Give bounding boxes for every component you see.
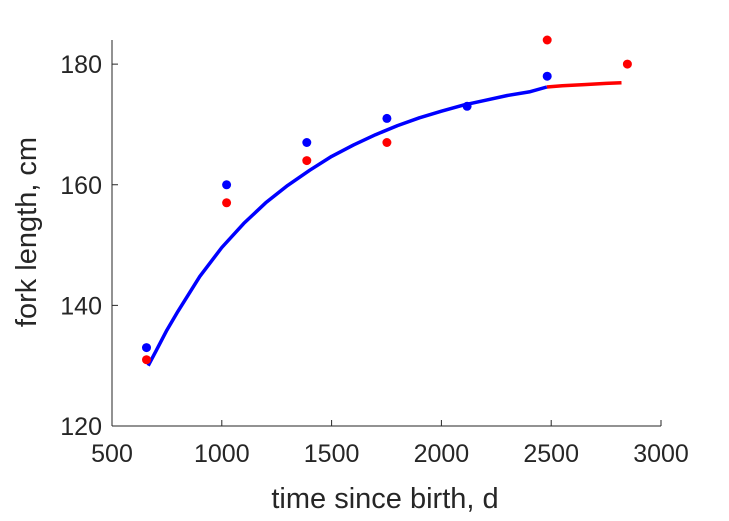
y-tick-label: 140 (60, 292, 102, 320)
data-point (302, 156, 312, 166)
data-point (302, 138, 312, 147)
y-axis-label: fork length, cm (11, 137, 43, 327)
data-point (542, 35, 552, 45)
y-tick-label: 160 (60, 172, 102, 200)
fit-line (546, 81, 622, 89)
data-point (142, 355, 151, 365)
axes: 500 1000 1500 2000 2500 3000 120 140 160 180 (60, 40, 689, 468)
x-tick-label: 3000 (633, 440, 689, 468)
x-tick-label: 1000 (194, 440, 250, 468)
y-tick-label: 180 (60, 51, 102, 79)
data-point (222, 180, 232, 190)
x-tick-label: 2500 (523, 440, 579, 468)
data-point (142, 343, 151, 353)
fit-line (146, 85, 548, 367)
data-point (462, 101, 472, 111)
x-tick-label: 2000 (414, 440, 470, 468)
data-point (622, 59, 632, 69)
data-point (542, 71, 552, 81)
data-point (382, 113, 392, 123)
y-tick-label: 120 (60, 413, 102, 441)
x-tick-label: 1500 (304, 440, 360, 468)
data-point (382, 138, 392, 147)
x-tick-label: 500 (91, 440, 133, 468)
data-points (142, 35, 632, 365)
fit-lines (146, 81, 622, 367)
data-point (222, 198, 232, 208)
x-axis-label: time since birth, d (271, 483, 498, 515)
